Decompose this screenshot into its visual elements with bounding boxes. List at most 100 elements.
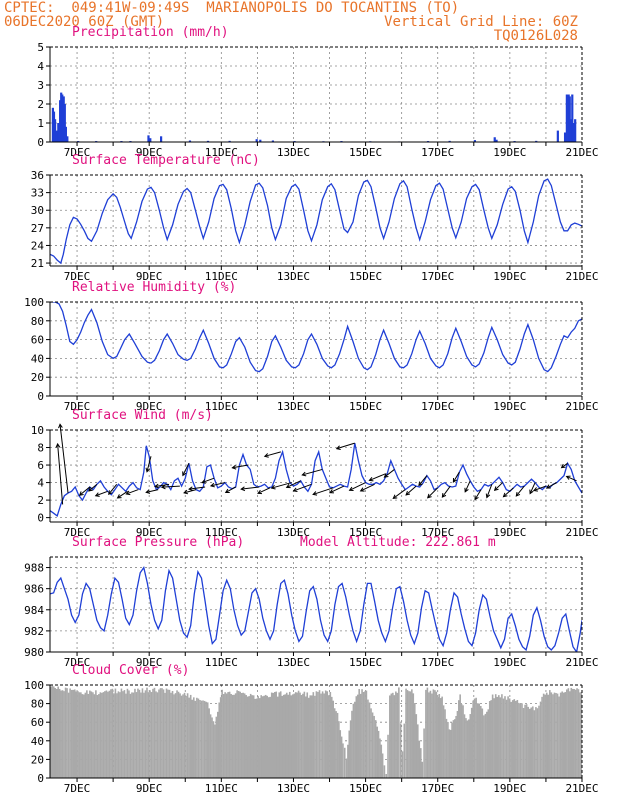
y-tick-label: 100 bbox=[24, 679, 44, 692]
wind-arrow bbox=[154, 483, 170, 488]
cloud-bar bbox=[54, 687, 57, 778]
cloud-bar bbox=[168, 689, 171, 778]
cloud-bar bbox=[231, 694, 234, 778]
precip-bar bbox=[61, 94, 64, 142]
cloud-bar bbox=[444, 709, 446, 778]
x-tick-label: 19DEC bbox=[493, 782, 526, 795]
x-tick-label: 7DEC bbox=[64, 526, 91, 539]
cloud-bar bbox=[376, 726, 379, 778]
cloud-bar bbox=[171, 690, 174, 778]
cloud-bar bbox=[107, 691, 109, 778]
cloud-bar bbox=[370, 708, 372, 778]
x-tick-label: 21DEC bbox=[565, 526, 598, 539]
panel-title: Precipitation (mm/h) bbox=[72, 25, 229, 40]
wind-arrow-head bbox=[160, 484, 166, 490]
y-tick-label: 984 bbox=[24, 604, 44, 617]
cloud-bar bbox=[51, 685, 54, 778]
cloud-bar bbox=[196, 697, 198, 778]
x-tick-label: 7DEC bbox=[64, 656, 91, 669]
cloud-bar bbox=[77, 691, 79, 778]
cloud-bar bbox=[315, 691, 318, 778]
wind-arrow bbox=[95, 490, 108, 497]
wind-arrow bbox=[566, 475, 577, 482]
cloud-bar bbox=[355, 696, 358, 778]
cloud-bar bbox=[143, 692, 145, 778]
cloud-bar bbox=[102, 692, 105, 778]
cloud-bar bbox=[553, 692, 556, 778]
cloud-bar bbox=[96, 695, 99, 778]
cloud-bar bbox=[290, 695, 293, 778]
x-tick-label: 21DEC bbox=[565, 782, 598, 795]
panel-4: Surface Pressure (hPa) Model Altitude: 22… bbox=[24, 535, 598, 669]
cloud-bar bbox=[398, 687, 400, 778]
header-line-1: CPTEC: 049:41W-09:49S MARIANOPOLIS DO TO… bbox=[4, 0, 460, 16]
cloud-bar bbox=[515, 700, 517, 778]
cloud-bar bbox=[214, 724, 216, 778]
x-tick-label: 19DEC bbox=[493, 146, 526, 159]
cloud-bar bbox=[146, 687, 148, 778]
cloud-bar bbox=[504, 696, 506, 778]
cloud-bar bbox=[487, 709, 490, 778]
wind-arrow-head bbox=[301, 471, 307, 477]
cloud-bar bbox=[352, 703, 355, 778]
cloud-bar bbox=[494, 694, 497, 778]
cloud-bar bbox=[224, 692, 226, 778]
cloud-bar bbox=[317, 691, 319, 778]
cloud-bar bbox=[502, 698, 505, 778]
wind-arrow bbox=[464, 480, 471, 493]
cloud-bar bbox=[463, 714, 466, 778]
wind-arrow bbox=[336, 442, 355, 450]
cloud-bar bbox=[197, 698, 200, 778]
y-tick-label: 40 bbox=[31, 735, 44, 748]
wind-arrow bbox=[486, 484, 493, 498]
wind-arrow bbox=[329, 485, 345, 494]
wind-arrow bbox=[88, 483, 98, 492]
cloud-bar bbox=[300, 695, 303, 778]
cloud-bar bbox=[469, 714, 472, 778]
wind-arrow bbox=[161, 485, 180, 488]
header-line-2: 06DEC2020 60Z (GMT) bbox=[4, 14, 165, 30]
cloud-bar bbox=[302, 693, 304, 778]
cloud-bar bbox=[189, 694, 192, 778]
cloud-bar bbox=[556, 693, 559, 778]
x-tick-label: 9DEC bbox=[136, 146, 163, 159]
panel-5: Cloud Cover (%) 0 20 40 60 80 100 7DEC 9DEC 11DEC… bbox=[24, 663, 598, 795]
cloud-bar bbox=[282, 694, 285, 778]
cloud-bar bbox=[442, 705, 445, 778]
cloud-bar bbox=[269, 696, 272, 778]
precip-bar bbox=[473, 140, 476, 142]
cloud-bar bbox=[113, 693, 115, 778]
cloud-bar bbox=[458, 700, 460, 778]
cloud-bar bbox=[299, 692, 301, 778]
cloud-bar bbox=[351, 710, 353, 778]
cloud-bar bbox=[455, 715, 457, 778]
cloud-bar bbox=[438, 694, 441, 778]
x-tick-label: 15DEC bbox=[349, 782, 382, 795]
cloud-bar bbox=[98, 694, 100, 778]
wind-arrow-head bbox=[116, 494, 122, 499]
cloud-bar bbox=[399, 723, 402, 778]
wind-arrow bbox=[452, 471, 460, 483]
cloud-bar bbox=[260, 695, 262, 778]
cloud-bar bbox=[452, 720, 455, 778]
cloud-bar bbox=[246, 696, 249, 778]
cloud-bar bbox=[421, 761, 424, 778]
cloud-bar bbox=[176, 690, 178, 778]
cloud-bar bbox=[141, 688, 144, 778]
cloud-bar bbox=[69, 688, 71, 778]
wind-arrow-head bbox=[145, 489, 151, 494]
cloud-bar bbox=[547, 694, 550, 778]
wind-arrow bbox=[503, 487, 514, 498]
cloud-bar bbox=[510, 701, 512, 778]
panel-title: Surface Wind (m/s) bbox=[72, 408, 213, 423]
y-tick-label: 0 bbox=[37, 512, 44, 525]
cloud-bar bbox=[307, 697, 310, 778]
cloud-bar bbox=[73, 689, 76, 778]
cloud-bar bbox=[104, 691, 106, 778]
cloud-bar bbox=[390, 693, 393, 778]
cloud-bar bbox=[368, 702, 371, 778]
cloud-bars bbox=[50, 685, 582, 778]
cloud-bar bbox=[476, 703, 479, 778]
cloud-bar bbox=[387, 734, 389, 778]
cloud-bar bbox=[479, 705, 482, 778]
